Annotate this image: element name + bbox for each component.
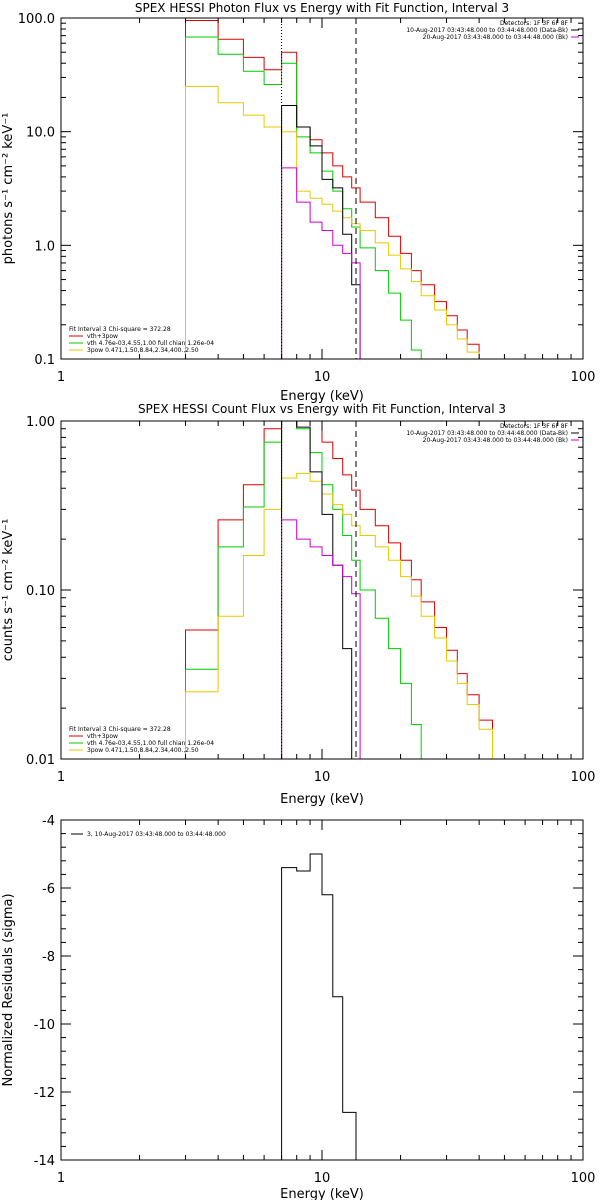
chart-panel-1: SPEX HESSI Photon Flux vs Energy with Fi… [1,1,596,404]
legend-entry-label: 20-Aug-2017 03:43:48.000 to 03:44:48.000… [423,34,568,41]
legend-entry-label: 3, 10-Aug-2017 03:43:48.000 to 03:44:48.… [87,831,226,838]
legend-entry-label: 3pow 0.471,1.50,8.84,2.34,400.,2.50 [87,747,199,754]
series-5-line [281,519,361,759]
legend-entry-label: vth+3pow [87,733,118,740]
x-axis-label: Energy (keV) [280,792,364,807]
y-tick-label: -14 [34,1154,55,1169]
chart-panel-2: SPEX HESSI Count Flux vs Energy with Fit… [1,402,596,807]
series-3-line [185,472,493,759]
y-tick-label: -6 [42,882,55,897]
legend-entry-label: 20-Aug-2017 03:43:48.000 to 03:44:48.000… [423,437,568,444]
series-2-line [185,36,422,359]
x-tick-label: 100 [571,1171,596,1186]
y-tick-label: 0.1 [34,353,55,368]
x-tick-label: 10 [314,1171,331,1186]
series-1-line [185,20,493,359]
chart-title: SPEX HESSI Count Flux vs Energy with Fit… [138,402,506,416]
y-tick-label: 1.00 [26,415,55,430]
legend-header: Fit Interval 3 Chi-square = 372.28 [69,326,171,333]
series-4-line [281,105,361,359]
chart-title: SPEX HESSI Photon Flux vs Energy with Fi… [135,1,509,15]
series-group [185,20,493,359]
legend-header: Fit Interval 3 Chi-square = 372.28 [69,726,171,733]
y-tick-label: -8 [42,950,55,965]
y-axis-label: counts s⁻¹ cm⁻² keV⁻¹ [1,519,16,662]
y-tick-label: 10.0 [26,126,55,141]
series-3-line [185,85,480,359]
x-tick-label: 1 [57,370,65,385]
y-tick-label: -12 [34,1086,55,1101]
series-1-line [281,853,357,1160]
legend-entry-label: vth 4.76e-03,4.55,1.00 full chian 1.26e-… [87,740,214,747]
x-tick-label: 10 [314,370,331,385]
series-2-line [185,421,422,759]
legend-entry-label: Detectors: 1F 3F 6F 8F [500,423,569,430]
chart-panel-3: 1 10 100 -14 -12 -10 -8 -6 -4 Energy (keV) Normali… [1,814,595,1200]
legend-entry-label: 10-Aug-2017 03:43:48.000 to 03:44:48.000… [406,27,568,34]
y-tick-label: 1.0 [34,239,55,254]
plot-frame [60,17,584,360]
legend-entry-label: Detectors: 1F 3F 6F 8F [500,20,569,27]
legend-bottom-left: Fit Interval 3 Chi-square = 372.28vth+3p… [69,726,214,754]
legend-entry-label: vth 4.76e-03,4.55,1.00 full chian 1.26e-… [87,340,214,347]
x-tick-label: 10 [314,770,331,785]
x-tick-label: 100 [571,770,596,785]
y-tick-label: 0.10 [26,584,55,599]
legend-entry-label: 3pow 0.471,1.50,8.84,2.34,400.,2.50 [87,347,199,354]
x-axis-label: Energy (keV) [280,1187,364,1200]
series-4-line [281,421,353,759]
legend-entry-label: 10-Aug-2017 03:43:48.000 to 03:44:48.000… [406,430,568,437]
series-5-line [281,167,361,359]
x-tick-label: 1 [57,770,65,785]
x-axis-label: Energy (keV) [280,389,364,404]
legend-top-left: 3, 10-Aug-2017 03:43:48.000 to 03:44:48.… [71,831,226,838]
series-group [281,853,357,1160]
y-axis-label: Normalized Residuals (sigma) [1,893,16,1086]
y-axis-label: photons s⁻¹ cm⁻² keV⁻¹ [1,113,16,265]
y-tick-label: -4 [42,814,55,829]
legend-bottom-left: Fit Interval 3 Chi-square = 372.28vth+3p… [69,326,214,354]
x-tick-label: 100 [571,370,596,385]
legend-entry-label: vth+3pow [87,333,118,340]
y-tick-label: 0.01 [26,753,55,768]
y-tick-label: 100.0 [18,12,55,27]
x-tick-label: 1 [57,1171,65,1186]
series-group [185,421,493,759]
series-1-line [185,421,493,759]
y-tick-label: -10 [34,1018,55,1033]
